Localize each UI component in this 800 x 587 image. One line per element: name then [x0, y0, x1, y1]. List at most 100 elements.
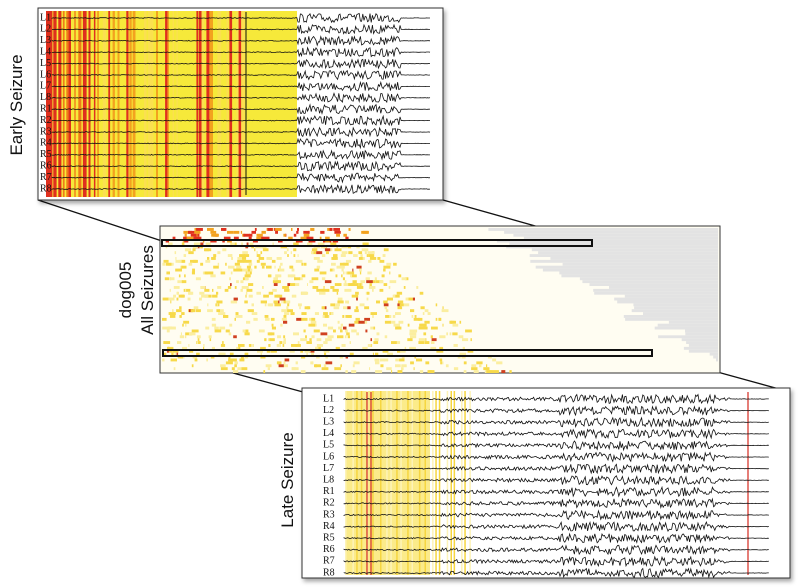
- overview-panel: [159, 225, 721, 374]
- heat-cell: [338, 265, 345, 269]
- heat-cell: [231, 242, 235, 246]
- heat-cell: [376, 300, 380, 304]
- heat-cell: [210, 239, 217, 243]
- heat-cell: [397, 349, 401, 353]
- heat-stripe: [238, 11, 243, 197]
- heat-cell: [310, 228, 315, 231]
- heat-cell: [311, 248, 318, 252]
- heat-cell: [309, 338, 312, 342]
- heat-cell: [165, 239, 169, 243]
- eeg-trace: [343, 475, 769, 486]
- heat-cell: [332, 257, 336, 260]
- heat-cell: [369, 257, 377, 260]
- heat-cell: [233, 297, 238, 301]
- channel-label: R7: [40, 172, 52, 183]
- heat-cell: [381, 274, 385, 278]
- heat-cell: [293, 242, 299, 246]
- heat-cell: [345, 315, 352, 318]
- heat-cell: [284, 358, 290, 362]
- heat-cell: [471, 364, 477, 368]
- heat-cell: [290, 251, 292, 255]
- heat-cell: [375, 361, 380, 365]
- recording-row: [593, 288, 718, 292]
- heat-cell: [178, 274, 181, 278]
- heat-stripe: [446, 391, 449, 575]
- heat-cell: [410, 335, 417, 339]
- channel-label: L6: [40, 69, 51, 80]
- heat-cell: [249, 233, 253, 237]
- heat-cell: [167, 346, 174, 350]
- eeg-trace: [51, 69, 431, 81]
- heat-cell: [183, 230, 189, 234]
- heat-cell: [283, 361, 286, 365]
- heat-cell: [334, 248, 342, 252]
- heat-cell: [364, 251, 367, 255]
- heat-cell: [346, 332, 350, 336]
- heat-cell: [319, 291, 326, 295]
- heat-cell: [276, 344, 279, 347]
- eeg-trace: [343, 485, 769, 498]
- heat-cell: [349, 352, 354, 356]
- heat-cell: [241, 242, 243, 246]
- heat-cell: [165, 262, 172, 266]
- heat-cell: [330, 303, 335, 307]
- heat-cell: [251, 312, 258, 315]
- heat-cell: [340, 364, 342, 368]
- heat-cell: [205, 326, 210, 330]
- heat-cell: [206, 358, 208, 362]
- eeg-trace: [343, 451, 769, 463]
- heat-cell: [345, 271, 349, 275]
- heat-cell: [311, 251, 317, 255]
- heat-cell: [452, 332, 458, 336]
- heat-cell: [345, 300, 349, 304]
- heat-cell: [168, 297, 173, 301]
- heat-cell: [383, 265, 391, 269]
- heat-cell: [296, 230, 299, 234]
- heat-cell: [486, 370, 493, 373]
- recording-row: [688, 344, 718, 347]
- heat-cell: [316, 288, 319, 292]
- heat-cell: [162, 358, 165, 362]
- heat-cell: [321, 306, 325, 310]
- heat-cell: [279, 344, 281, 347]
- heat-cell: [311, 335, 315, 339]
- heat-cell: [169, 312, 176, 315]
- heat-cell: [408, 297, 414, 301]
- heat-cell: [244, 300, 248, 304]
- heat-cell: [459, 352, 466, 356]
- heat-cell: [391, 370, 393, 373]
- heat-cell: [315, 364, 321, 368]
- heat-cell: [337, 320, 340, 324]
- heat-cell: [249, 242, 254, 246]
- heat-cell: [253, 317, 258, 321]
- heat-cell: [411, 315, 414, 318]
- heat-cell: [311, 277, 319, 281]
- recording-row: [631, 309, 718, 313]
- heat-cell: [397, 306, 403, 310]
- heat-cell: [330, 312, 334, 315]
- heat-cell: [347, 306, 351, 310]
- heat-cell: [277, 280, 281, 284]
- heat-cell: [239, 254, 245, 257]
- heat-cell: [330, 242, 337, 246]
- heat-stripe: [386, 391, 388, 575]
- heat-cell: [193, 259, 198, 263]
- heat-cell: [323, 323, 327, 327]
- heat-cell: [234, 286, 237, 289]
- heat-cell: [263, 370, 266, 373]
- heat-stripe: [53, 11, 57, 197]
- heat-stripe: [68, 11, 71, 197]
- heat-cell: [204, 288, 210, 292]
- heat-cell: [233, 230, 240, 234]
- heat-cell: [290, 312, 295, 315]
- heat-cell: [224, 288, 229, 292]
- heat-stripe: [46, 11, 50, 197]
- heat-cell: [229, 352, 234, 356]
- heat-cell: [176, 352, 179, 356]
- heat-cell: [267, 274, 271, 278]
- heat-cell: [260, 262, 266, 266]
- heat-cell: [370, 280, 376, 284]
- channel-label: L7: [40, 81, 51, 92]
- heat-cell: [234, 361, 238, 365]
- heat-stripe: [435, 391, 437, 575]
